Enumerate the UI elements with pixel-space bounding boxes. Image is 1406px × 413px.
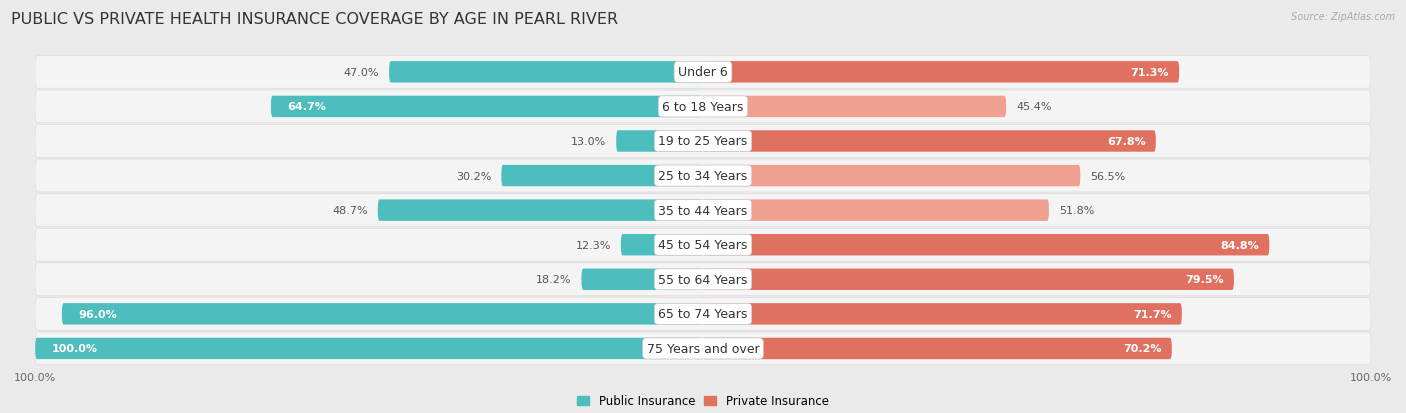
FancyBboxPatch shape (703, 338, 1171, 359)
FancyBboxPatch shape (35, 263, 1371, 296)
FancyBboxPatch shape (703, 62, 1180, 83)
Text: 18.2%: 18.2% (536, 275, 571, 285)
FancyBboxPatch shape (703, 200, 1049, 221)
Text: 45 to 54 Years: 45 to 54 Years (658, 239, 748, 252)
FancyBboxPatch shape (703, 131, 1156, 152)
FancyBboxPatch shape (271, 97, 703, 118)
Text: Under 6: Under 6 (678, 66, 728, 79)
FancyBboxPatch shape (582, 269, 703, 290)
Text: 13.0%: 13.0% (571, 137, 606, 147)
Text: 51.8%: 51.8% (1059, 206, 1094, 216)
Text: 6 to 18 Years: 6 to 18 Years (662, 101, 744, 114)
FancyBboxPatch shape (378, 200, 703, 221)
Text: 64.7%: 64.7% (288, 102, 326, 112)
FancyBboxPatch shape (35, 298, 1371, 330)
Text: 35 to 44 Years: 35 to 44 Years (658, 204, 748, 217)
Text: 30.2%: 30.2% (456, 171, 491, 181)
Text: 96.0%: 96.0% (79, 309, 117, 319)
Text: 56.5%: 56.5% (1091, 171, 1126, 181)
FancyBboxPatch shape (621, 235, 703, 256)
Text: 45.4%: 45.4% (1017, 102, 1052, 112)
FancyBboxPatch shape (35, 194, 1371, 227)
FancyBboxPatch shape (703, 166, 1080, 187)
FancyBboxPatch shape (35, 125, 1371, 158)
FancyBboxPatch shape (703, 269, 1234, 290)
FancyBboxPatch shape (62, 304, 703, 325)
Text: 25 to 34 Years: 25 to 34 Years (658, 170, 748, 183)
FancyBboxPatch shape (389, 62, 703, 83)
FancyBboxPatch shape (35, 160, 1371, 192)
Text: 19 to 25 Years: 19 to 25 Years (658, 135, 748, 148)
Text: 71.3%: 71.3% (1130, 68, 1170, 78)
FancyBboxPatch shape (703, 235, 1270, 256)
FancyBboxPatch shape (35, 332, 1371, 365)
FancyBboxPatch shape (35, 229, 1371, 261)
FancyBboxPatch shape (703, 97, 1007, 118)
FancyBboxPatch shape (35, 91, 1371, 123)
Text: 100.0%: 100.0% (52, 344, 98, 354)
Text: 71.7%: 71.7% (1133, 309, 1171, 319)
Text: PUBLIC VS PRIVATE HEALTH INSURANCE COVERAGE BY AGE IN PEARL RIVER: PUBLIC VS PRIVATE HEALTH INSURANCE COVER… (11, 12, 619, 27)
Text: 67.8%: 67.8% (1107, 137, 1146, 147)
Text: 79.5%: 79.5% (1185, 275, 1223, 285)
Text: 65 to 74 Years: 65 to 74 Years (658, 308, 748, 320)
FancyBboxPatch shape (35, 56, 1371, 89)
Text: 55 to 64 Years: 55 to 64 Years (658, 273, 748, 286)
FancyBboxPatch shape (35, 338, 703, 359)
FancyBboxPatch shape (616, 131, 703, 152)
Text: 47.0%: 47.0% (343, 68, 380, 78)
Text: Source: ZipAtlas.com: Source: ZipAtlas.com (1291, 12, 1395, 22)
Legend: Public Insurance, Private Insurance: Public Insurance, Private Insurance (572, 389, 834, 412)
Text: 70.2%: 70.2% (1123, 344, 1161, 354)
FancyBboxPatch shape (703, 304, 1182, 325)
Text: 12.3%: 12.3% (575, 240, 610, 250)
Text: 84.8%: 84.8% (1220, 240, 1260, 250)
Text: 48.7%: 48.7% (332, 206, 368, 216)
Text: 75 Years and over: 75 Years and over (647, 342, 759, 355)
FancyBboxPatch shape (502, 166, 703, 187)
